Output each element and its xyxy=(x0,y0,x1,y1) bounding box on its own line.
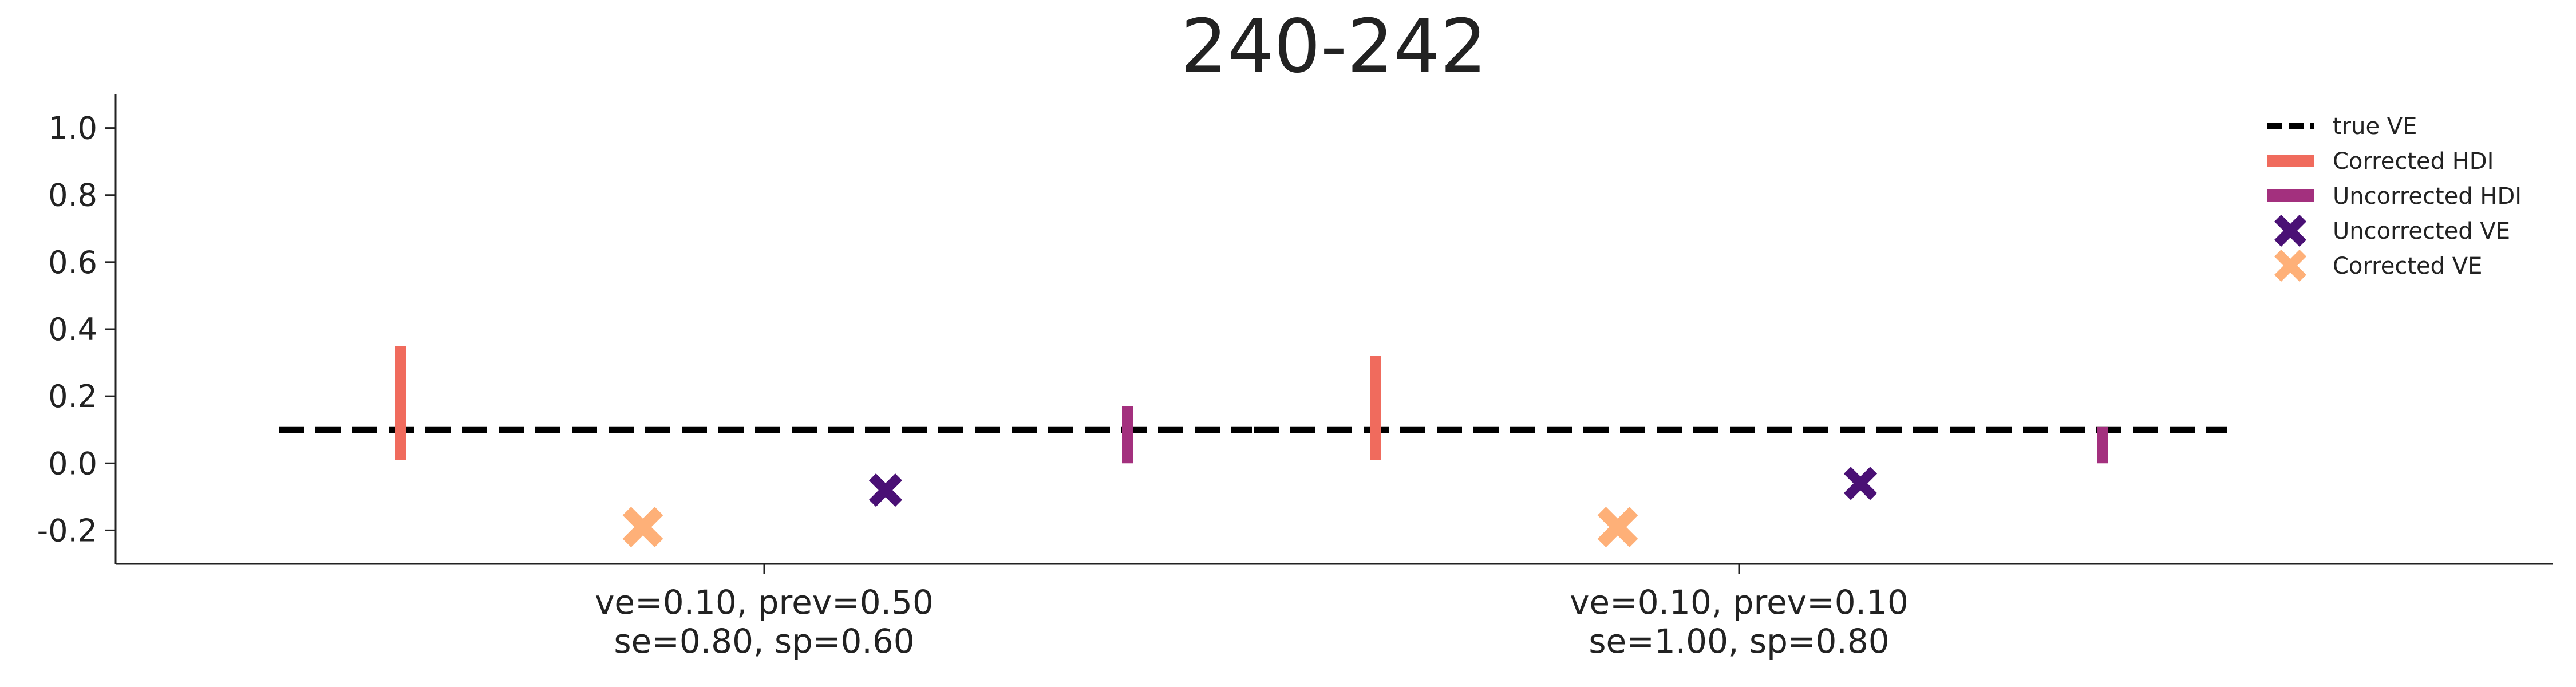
legend-label: true VE xyxy=(2333,113,2417,140)
y-tick-label: 0.6 xyxy=(48,244,97,281)
legend-label: Corrected VE xyxy=(2333,253,2482,279)
y-tick-label: 0.2 xyxy=(48,378,97,414)
corrected-ve-marker xyxy=(1597,507,1638,547)
legend-label: Uncorrected HDI xyxy=(2333,183,2522,210)
x-tick-label-line2: se=0.80, sp=0.60 xyxy=(614,622,914,661)
corrected-ve-marker xyxy=(622,507,663,547)
legend-item-uhdi: Uncorrected HDI xyxy=(2267,183,2522,210)
y-tick-label: 0.0 xyxy=(48,445,97,481)
uncorrected-ve-marker xyxy=(1843,467,1878,500)
y-tick-label: -0.2 xyxy=(37,512,97,548)
axes: -0.2 0.0 0.2 0.4 0.6 0.8 1.0 xyxy=(37,94,2553,574)
legend: true VE Corrected HDI Uncorrected HDI Uncor… xyxy=(2267,113,2522,282)
y-tick-label: 1.0 xyxy=(48,110,97,147)
legend-swatch xyxy=(2274,214,2307,247)
x-tick-label-line1: ve=0.10, prev=0.50 xyxy=(595,583,934,622)
legend-swatch xyxy=(2274,249,2307,282)
y-tick-label: 0.8 xyxy=(48,177,97,214)
legend-item-cve: Corrected VE xyxy=(2274,249,2482,282)
y-tick-label: 0.4 xyxy=(48,311,97,348)
legend-label: Uncorrected VE xyxy=(2333,218,2510,244)
x-tick-label-line1: ve=0.10, prev=0.10 xyxy=(1570,583,1909,622)
legend-item-uve: Uncorrected VE xyxy=(2274,214,2510,247)
plot-marks xyxy=(279,346,2227,547)
uncorrected-ve-marker xyxy=(868,473,903,507)
legend-label: Corrected HDI xyxy=(2333,148,2494,175)
legend-item-chdi: Corrected HDI xyxy=(2267,148,2494,175)
legend-item-true: true VE xyxy=(2267,113,2417,140)
chart-title: 240-242 xyxy=(1181,4,1487,89)
x-tick-label-line2: se=1.00, sp=0.80 xyxy=(1589,622,1889,661)
